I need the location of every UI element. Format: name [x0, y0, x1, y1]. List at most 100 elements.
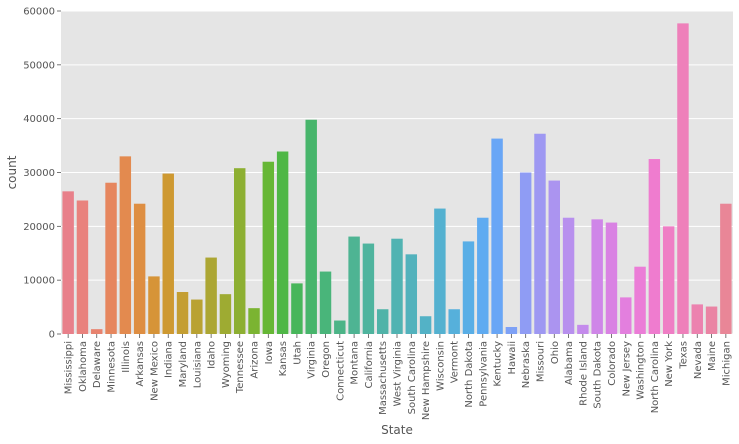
x-tick-label: South Dakota	[593, 341, 604, 409]
y-tick-label: 20000	[23, 222, 55, 233]
bar-minnesota	[105, 182, 117, 334]
x-tick-label: West Virginia	[393, 341, 404, 406]
x-tick-label: Indiana	[164, 341, 175, 378]
bar-michigan	[720, 203, 732, 334]
bar-wyoming	[219, 294, 232, 334]
x-tick-label: Wyoming	[221, 341, 232, 388]
bar-oregon	[319, 271, 332, 334]
bar-virginia	[305, 119, 317, 334]
x-tick-label: North Dakota	[464, 341, 475, 408]
bar-ohio	[548, 180, 560, 334]
x-tick-label: Alabama	[564, 341, 575, 385]
bar-kentucky	[491, 138, 503, 334]
bar-new-mexico	[148, 276, 160, 334]
x-tick-label: New Mexico	[149, 341, 160, 401]
x-tick-label: Arizona	[250, 341, 261, 379]
x-tick-label: Delaware	[92, 341, 103, 388]
bar-washington	[634, 266, 646, 334]
bar-maryland	[176, 292, 189, 334]
x-tick-label: Connecticut	[335, 341, 346, 401]
x-tick-label: Kansas	[278, 341, 289, 376]
bar-missouri	[534, 133, 546, 334]
x-tick-label: Minnesota	[107, 341, 118, 393]
x-tick-label: New Hampshire	[421, 341, 432, 420]
y-tick-label: 60000	[23, 7, 55, 18]
y-axis-title: count	[5, 155, 19, 189]
bar-kansas	[276, 151, 289, 334]
x-tick-label: New Jersey	[621, 341, 632, 397]
x-tick-label: Missouri	[535, 341, 546, 382]
bar-montana	[348, 236, 360, 334]
bar-vermont	[448, 309, 460, 334]
x-tick-label: Washington	[636, 341, 647, 400]
x-tick-label: Mississippi	[64, 341, 75, 394]
x-tick-label: Maryland	[178, 341, 189, 387]
bar-pennsylvania	[477, 217, 489, 334]
x-tick-label: South Carolina	[407, 341, 418, 414]
bar-mississippi	[62, 191, 74, 334]
x-tick-label: Oklahoma	[78, 341, 89, 392]
y-tick-label: 10000	[23, 276, 55, 287]
bar-new-york	[662, 226, 675, 334]
bar-west-virginia	[391, 238, 403, 334]
bar-utah	[291, 283, 303, 334]
x-tick-label: Iowa	[264, 341, 275, 364]
bar-rhode-island	[577, 324, 589, 334]
x-tick-label: Kentucky	[493, 341, 504, 387]
bar-louisiana	[191, 299, 203, 334]
bar-delaware	[91, 329, 103, 334]
bar-arkansas	[133, 203, 146, 334]
bar-new-hampshire	[419, 316, 432, 334]
x-tick-label: Colorado	[607, 341, 618, 386]
x-tick-label: Hawaii	[507, 341, 518, 375]
y-tick-label: 50000	[23, 60, 55, 71]
bar-maine	[705, 306, 718, 334]
x-tick-label: California	[364, 341, 375, 389]
x-tick-label: Oregon	[321, 341, 332, 378]
x-tick-label: Virginia	[307, 341, 318, 379]
x-tick-label: Texas	[678, 341, 689, 370]
bar-massachusetts	[376, 309, 389, 334]
y-tick-label: 40000	[23, 114, 55, 125]
bar-tennessee	[234, 168, 246, 334]
bar-hawaii	[505, 327, 518, 334]
bar-california	[362, 243, 375, 334]
bar-indiana	[162, 173, 174, 334]
x-axis-title: State	[381, 423, 413, 437]
x-tick-label: Wisconsin	[435, 341, 446, 391]
bar-north-carolina	[648, 159, 661, 334]
x-tick-label: Vermont	[450, 341, 461, 383]
bar-idaho	[205, 257, 217, 334]
y-tick-label: 0	[49, 330, 55, 341]
x-tick-labels: Mississippi Oklahoma Delaware Minnesota Illi…	[64, 334, 732, 420]
bar-oklahoma	[76, 200, 89, 334]
bars	[62, 23, 732, 335]
x-tick-label: Pennsylvania	[478, 341, 489, 407]
bar-south-carolina	[405, 254, 418, 334]
bar-south-dakota	[591, 219, 603, 334]
x-tick-label: Maine	[707, 341, 718, 371]
x-tick-label: Massachusetts	[378, 341, 389, 415]
bar-nevada	[691, 304, 703, 334]
x-tick-label: North Carolina	[650, 341, 661, 413]
x-tick-label: Nevada	[693, 341, 704, 379]
x-tick-label: Tennessee	[235, 341, 246, 394]
bar-connecticut	[334, 320, 346, 334]
bar-nebraska	[519, 172, 532, 334]
bar-arizona	[248, 308, 260, 334]
y-tick-label: 30000	[23, 168, 55, 179]
bar-new-jersey	[620, 297, 632, 334]
bar-iowa	[262, 161, 275, 334]
x-tick-label: Utah	[292, 341, 303, 365]
x-tick-label: Arkansas	[135, 341, 146, 387]
x-tick-label: Rhode Island	[578, 341, 589, 406]
bar-illinois	[119, 156, 132, 334]
x-tick-label: Ohio	[550, 341, 561, 364]
x-tick-label: Louisiana	[192, 341, 203, 388]
x-tick-label: New York	[664, 341, 675, 387]
bar-wisconsin	[434, 208, 446, 334]
x-tick-label: Nebraska	[521, 341, 532, 388]
x-tick-label: Idaho	[207, 341, 218, 369]
